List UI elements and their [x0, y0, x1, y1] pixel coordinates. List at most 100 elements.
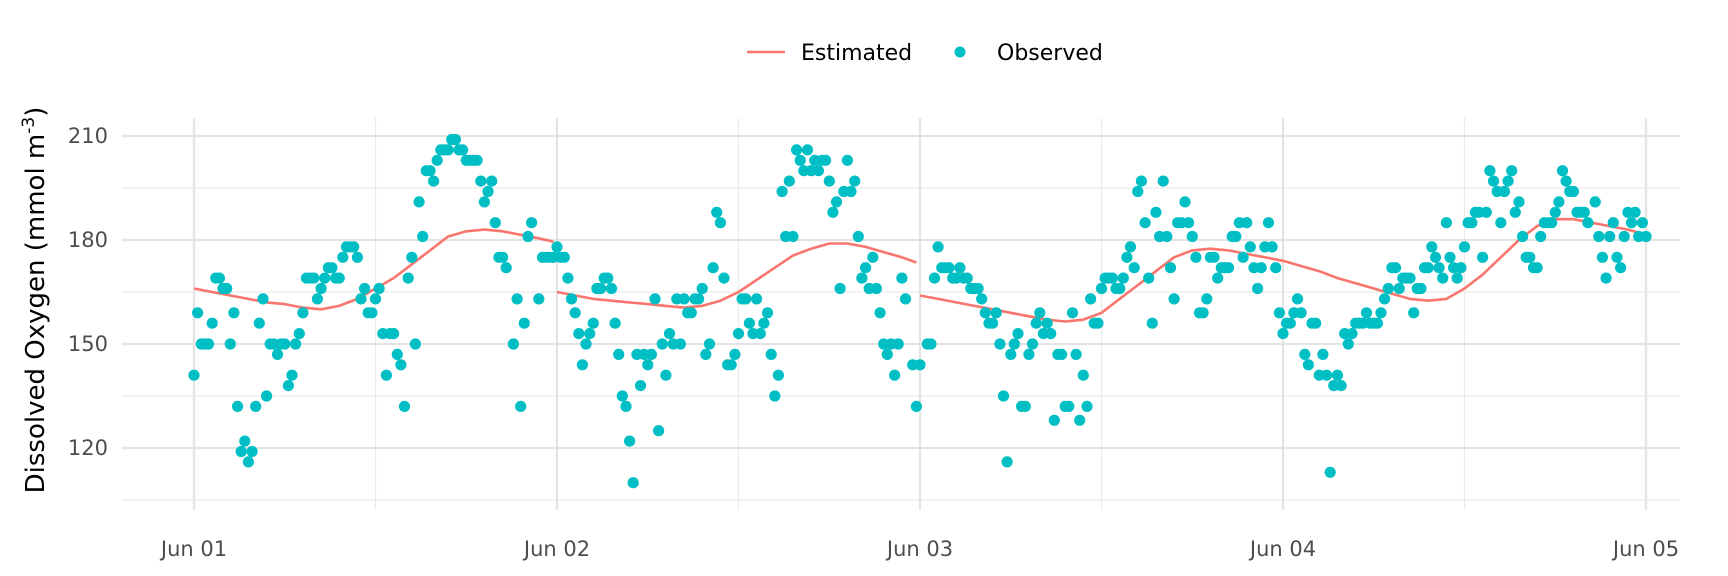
observed-point	[928, 272, 941, 284]
observed-point	[1208, 251, 1220, 263]
observed-point	[442, 144, 454, 156]
observed-point	[1346, 328, 1358, 340]
observed-point	[881, 348, 893, 360]
observed-point	[860, 262, 872, 274]
observed-point	[827, 206, 839, 218]
observed-point	[602, 272, 614, 284]
observed-point	[1019, 400, 1031, 412]
observed-point	[293, 328, 305, 340]
observed-point	[1549, 206, 1561, 218]
observed-point	[714, 217, 727, 229]
observed-point	[584, 328, 596, 340]
observed-point	[1277, 328, 1289, 340]
observed-point	[1444, 251, 1456, 263]
observed-point	[707, 262, 719, 274]
observed-point	[1299, 348, 1311, 360]
observed-point	[761, 307, 774, 319]
observed-point	[1237, 251, 1249, 263]
observed-point	[1095, 282, 1108, 295]
observed-point	[475, 175, 487, 187]
observed-point	[616, 390, 628, 402]
legend-observed-swatch	[954, 46, 966, 58]
observed-point	[221, 282, 233, 295]
observed-point	[533, 293, 545, 305]
observed-point	[874, 307, 886, 319]
observed-point	[192, 307, 204, 319]
observed-point	[1466, 217, 1478, 229]
observed-point	[972, 282, 984, 295]
observed-point	[1201, 293, 1213, 305]
observed-point	[1324, 466, 1336, 478]
observed-point	[355, 293, 367, 305]
observed-point	[1477, 251, 1489, 263]
observed-point	[1074, 414, 1086, 426]
observed-point	[1030, 317, 1042, 329]
x-axis-tick-labels: Jun 01 Jun 02 Jun 03 Jun 04 Jun 05	[159, 537, 1679, 561]
observed-point	[1034, 307, 1046, 319]
observed-point	[551, 241, 563, 253]
observed-point	[856, 272, 868, 284]
observed-point	[1321, 369, 1333, 381]
observed-point	[1026, 338, 1039, 350]
observed-point	[787, 230, 799, 243]
observed-point	[1509, 206, 1521, 218]
observed-point	[239, 435, 251, 447]
observed-point	[1302, 359, 1314, 371]
observed-point	[1230, 230, 1242, 243]
observed-point	[213, 272, 225, 284]
observed-point	[351, 251, 363, 263]
observed-point	[1611, 251, 1623, 263]
observed-point	[366, 307, 378, 319]
observed-point	[486, 175, 498, 187]
observed-point	[1066, 307, 1079, 319]
observed-point	[1317, 348, 1329, 360]
observed-point	[257, 293, 269, 305]
observed-point	[1615, 262, 1627, 274]
observed-point	[1262, 217, 1275, 229]
observed-point	[1197, 307, 1209, 319]
observed-point	[1335, 380, 1347, 392]
observed-point	[751, 293, 763, 305]
observed-point	[1389, 262, 1402, 274]
observed-point	[645, 348, 658, 360]
observed-point	[1045, 328, 1057, 340]
observed-point	[1244, 241, 1256, 253]
observed-point	[613, 348, 625, 360]
y-tick-label: 120	[68, 436, 108, 460]
legend-estimated-label: Estimated	[801, 41, 912, 66]
observed-point	[188, 369, 200, 381]
observed-point	[1331, 369, 1344, 381]
observed-point	[1150, 206, 1162, 218]
x-tick-label: Jun 01	[159, 537, 227, 561]
observed-point	[794, 154, 806, 166]
observed-point	[663, 328, 676, 340]
observed-point	[732, 328, 745, 340]
observed-point	[518, 317, 530, 329]
observed-point	[1625, 217, 1638, 229]
observed-point	[1077, 369, 1089, 381]
observed-point	[1379, 293, 1391, 305]
observed-point	[290, 338, 302, 350]
observed-point	[1179, 196, 1191, 208]
observed-point	[729, 348, 741, 360]
observed-point	[558, 251, 570, 263]
observed-point	[801, 144, 814, 156]
observed-point	[1582, 217, 1594, 229]
observed-point	[1415, 282, 1427, 295]
observed-point	[286, 369, 298, 381]
observed-point	[424, 165, 436, 177]
observed-point	[1567, 185, 1579, 198]
observed-point	[1498, 185, 1510, 198]
observed-point	[841, 154, 854, 166]
observed-point	[1393, 282, 1405, 295]
observed-point	[812, 165, 825, 177]
observed-point	[580, 338, 592, 350]
observed-point	[369, 293, 382, 305]
observed-point	[1640, 230, 1652, 243]
observed-point	[1252, 282, 1264, 295]
observed-point	[311, 293, 323, 305]
observed-point	[391, 348, 403, 360]
observed-point	[674, 338, 687, 350]
observed-point	[1440, 217, 1452, 229]
observed-point	[1535, 230, 1547, 243]
